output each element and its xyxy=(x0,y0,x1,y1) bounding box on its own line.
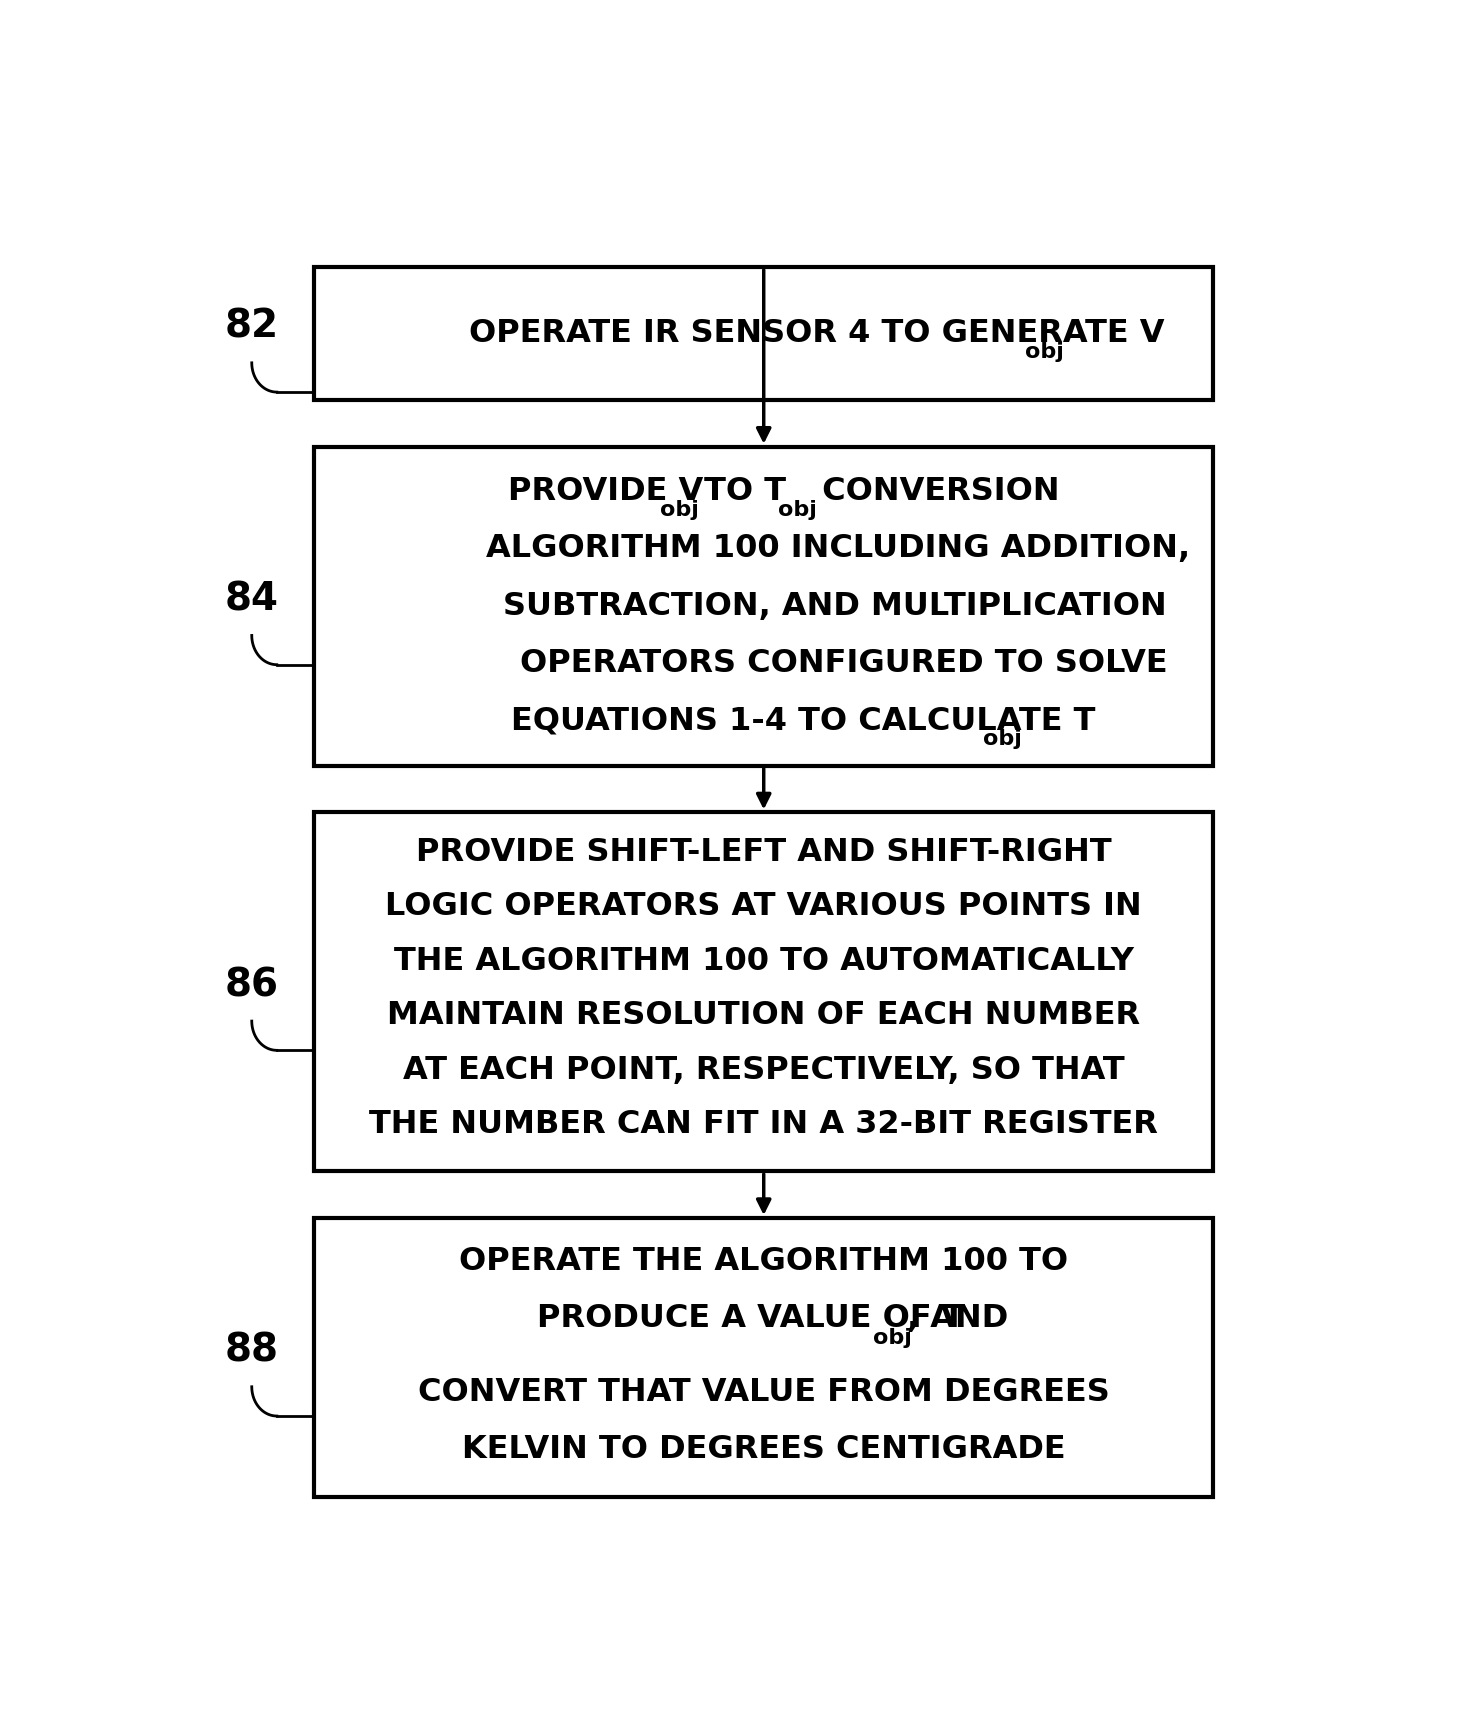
Text: obj: obj xyxy=(873,1328,912,1347)
Text: ALGORITHM 100 INCLUDING ADDITION,: ALGORITHM 100 INCLUDING ADDITION, xyxy=(486,534,1191,565)
Text: PRODUCE A VALUE OF T: PRODUCE A VALUE OF T xyxy=(536,1304,964,1335)
Text: 86: 86 xyxy=(225,965,279,1003)
Text: obj: obj xyxy=(778,501,816,520)
Text: 88: 88 xyxy=(225,1332,279,1370)
Text: AT EACH POINT, RESPECTIVELY, SO THAT: AT EACH POINT, RESPECTIVELY, SO THAT xyxy=(402,1055,1124,1086)
Bar xyxy=(314,812,1213,1171)
Text: LOGIC OPERATORS AT VARIOUS POINTS IN: LOGIC OPERATORS AT VARIOUS POINTS IN xyxy=(386,891,1142,922)
Text: PROVIDE V: PROVIDE V xyxy=(508,477,703,508)
Text: THE ALGORITHM 100 TO AUTOMATICALLY: THE ALGORITHM 100 TO AUTOMATICALLY xyxy=(393,946,1133,977)
Text: OPERATE THE ALGORITHM 100 TO: OPERATE THE ALGORITHM 100 TO xyxy=(459,1247,1069,1278)
Text: obj: obj xyxy=(661,501,699,520)
Text: OPERATORS CONFIGURED TO SOLVE: OPERATORS CONFIGURED TO SOLVE xyxy=(520,648,1167,679)
Text: TO T: TO T xyxy=(693,477,787,508)
Text: obj: obj xyxy=(982,729,1022,750)
Text: KELVIN TO DEGREES CENTIGRADE: KELVIN TO DEGREES CENTIGRADE xyxy=(462,1433,1066,1464)
Text: PROVIDE SHIFT-LEFT AND SHIFT-RIGHT: PROVIDE SHIFT-LEFT AND SHIFT-RIGHT xyxy=(415,836,1111,867)
Text: OPERATE IR SENSOR 4 TO GENERATE V: OPERATE IR SENSOR 4 TO GENERATE V xyxy=(470,318,1164,349)
Text: THE NUMBER CAN FIT IN A 32-BIT REGISTER: THE NUMBER CAN FIT IN A 32-BIT REGISTER xyxy=(370,1109,1158,1140)
Text: EQUATIONS 1-4 TO CALCULATE T: EQUATIONS 1-4 TO CALCULATE T xyxy=(511,705,1095,736)
Bar xyxy=(314,268,1213,401)
Text: 84: 84 xyxy=(225,580,279,618)
Text: , AND: , AND xyxy=(907,1304,1009,1335)
Text: obj: obj xyxy=(1025,342,1064,363)
Bar xyxy=(314,447,1213,765)
Text: CONVERSION: CONVERSION xyxy=(810,477,1060,508)
Text: MAINTAIN RESOLUTION OF EACH NUMBER: MAINTAIN RESOLUTION OF EACH NUMBER xyxy=(388,1000,1141,1031)
Text: CONVERT THAT VALUE FROM DEGREES: CONVERT THAT VALUE FROM DEGREES xyxy=(418,1376,1110,1408)
Bar xyxy=(314,1218,1213,1497)
Text: 82: 82 xyxy=(225,307,279,345)
Text: SUBTRACTION, AND MULTIPLICATION: SUBTRACTION, AND MULTIPLICATION xyxy=(502,591,1167,622)
